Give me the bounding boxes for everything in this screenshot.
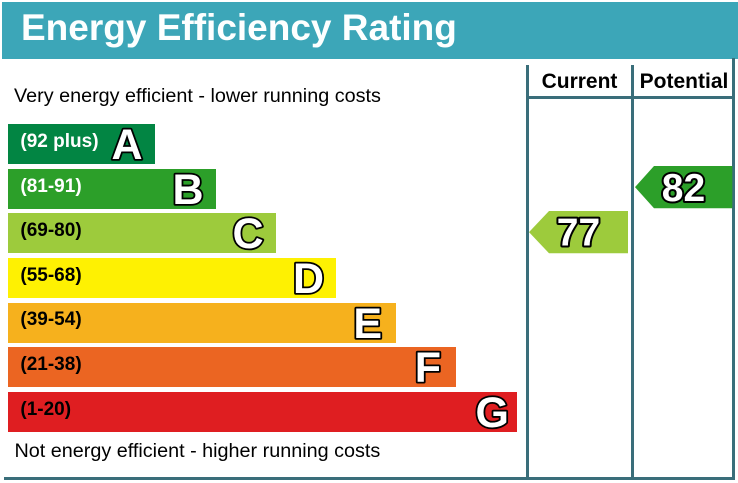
svg-text:A: A (111, 121, 142, 169)
svg-text:B: B (172, 166, 203, 214)
svg-text:C: C (232, 210, 263, 258)
svg-text:E: E (353, 300, 382, 348)
svg-text:G: G (476, 389, 509, 437)
svg-text:82: 82 (661, 167, 704, 210)
svg-text:D: D (293, 255, 324, 303)
svg-text:77: 77 (557, 211, 600, 254)
svg-text:F: F (415, 344, 441, 392)
